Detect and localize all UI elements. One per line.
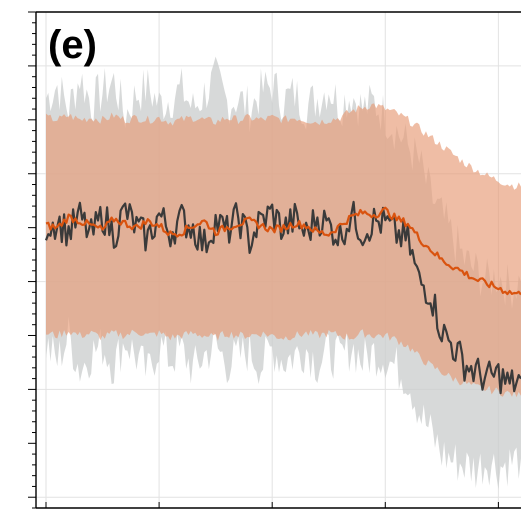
model-band [46,103,521,398]
axes [28,11,521,509]
model-line [45,206,521,296]
panel-label: (e) [48,23,97,67]
series-lines [44,200,521,395]
uncertainty-bands [46,56,521,490]
observed-line [44,200,521,395]
